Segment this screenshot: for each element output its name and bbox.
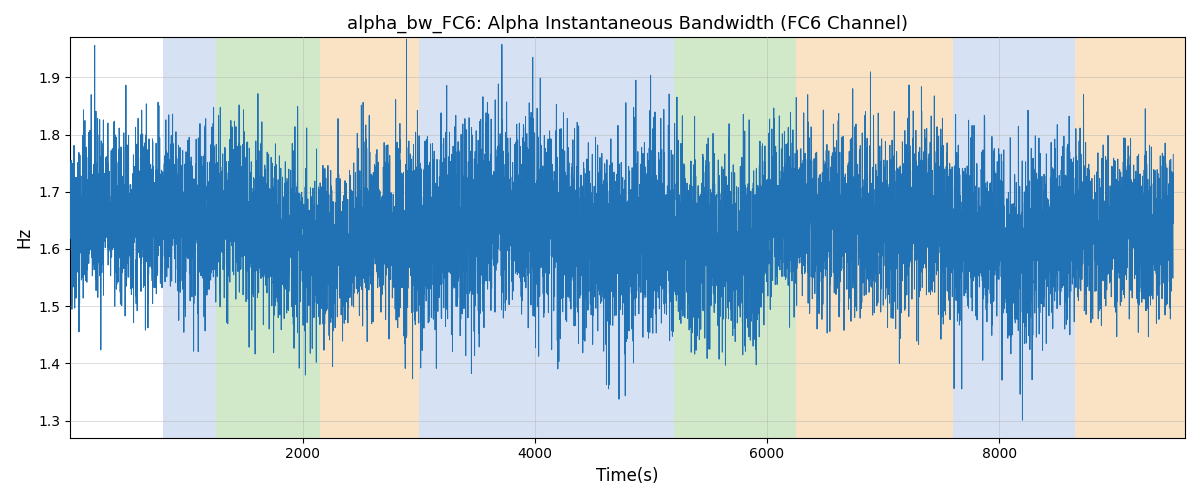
Bar — [163, 38, 216, 438]
Y-axis label: Hz: Hz — [14, 227, 32, 248]
Bar — [320, 38, 419, 438]
Bar — [796, 38, 953, 438]
Bar — [726, 38, 796, 438]
X-axis label: Time(s): Time(s) — [596, 467, 659, 485]
Bar — [1075, 38, 1186, 438]
Bar — [419, 38, 674, 438]
Bar — [953, 38, 1075, 438]
Bar — [674, 38, 726, 438]
Bar — [216, 38, 320, 438]
Title: alpha_bw_FC6: Alpha Instantaneous Bandwidth (FC6 Channel): alpha_bw_FC6: Alpha Instantaneous Bandwi… — [347, 15, 908, 34]
